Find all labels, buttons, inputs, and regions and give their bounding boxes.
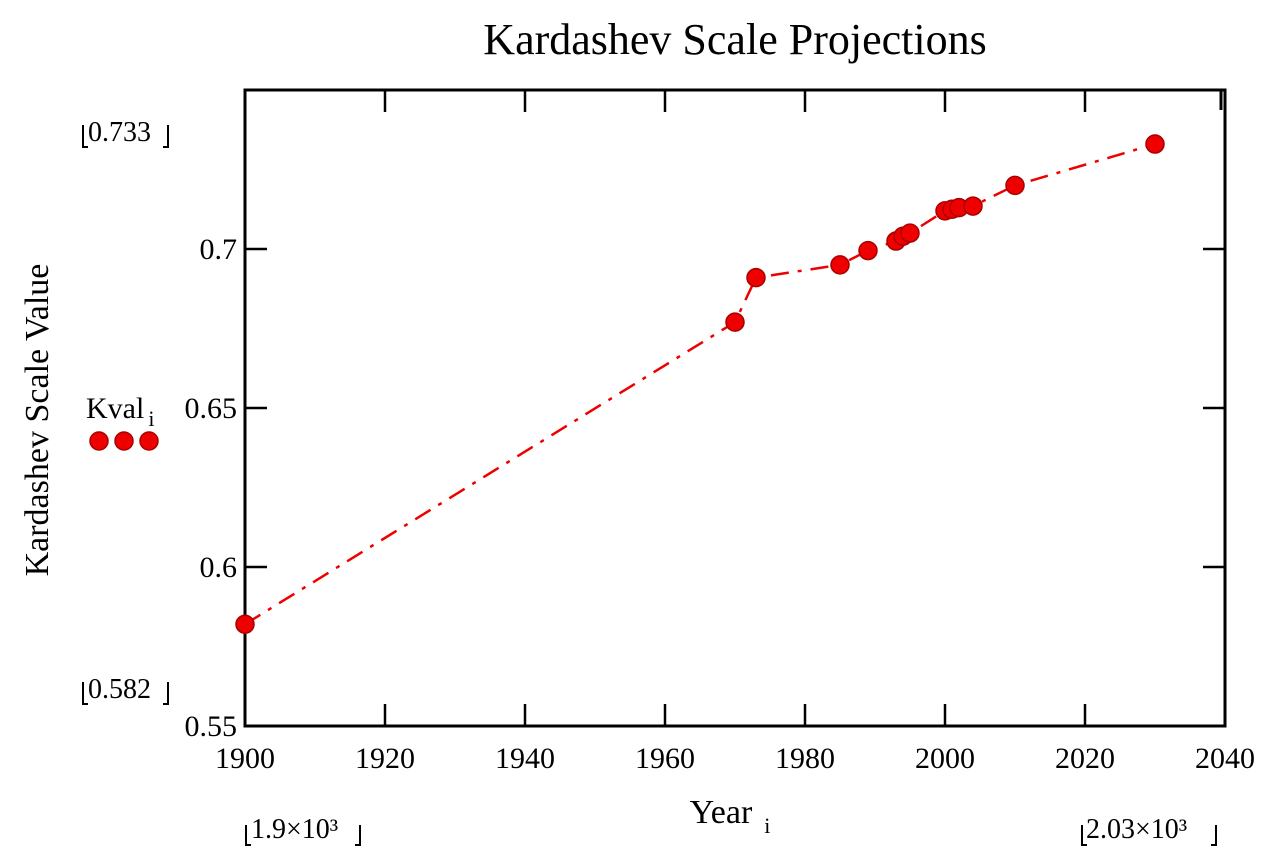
y-max-readout-text: 0.733 xyxy=(88,117,151,148)
legend-marker xyxy=(114,431,134,451)
legend: Kval i xyxy=(86,392,159,451)
data-point xyxy=(858,240,878,261)
legend-label: Kval i xyxy=(86,392,154,431)
x-tick-label: 2000 xyxy=(915,742,975,775)
x-tick-label: 1920 xyxy=(355,742,415,775)
x-ticks: 1900 1920 1940 1960 1980 2000 2020 2040 xyxy=(215,90,1255,775)
data-point xyxy=(900,223,920,243)
x-tick-label: 1980 xyxy=(775,742,835,775)
series-kval xyxy=(235,134,1165,634)
x-tick-label: 1900 xyxy=(215,742,275,775)
data-point xyxy=(830,255,850,275)
y-axis-label: Kardashev Scale Value xyxy=(19,264,56,577)
data-point xyxy=(1005,175,1025,196)
x-max-readout: 2.03×10³ xyxy=(1081,814,1217,846)
x-max-readout-text: 2.03×10³ xyxy=(1086,814,1187,845)
legend-marker xyxy=(89,431,109,451)
y-tick-label: 0.7 xyxy=(200,233,238,266)
x-tick-label: 2040 xyxy=(1195,742,1255,775)
plot-frame xyxy=(243,88,1227,728)
data-point xyxy=(963,196,983,216)
y-min-readout-text: 0.582 xyxy=(88,674,151,705)
legend-marker xyxy=(139,431,159,451)
y-tick-label: 0.55 xyxy=(185,710,238,743)
x-axis-label: Year i xyxy=(690,794,771,838)
x-tick-label: 1940 xyxy=(495,742,555,775)
y-min-readout: 0.582 xyxy=(82,674,169,705)
x-min-readout-text: 1.9×10³ xyxy=(251,814,338,845)
legend-name-sub: i xyxy=(148,406,154,431)
y-tick-label: 0.6 xyxy=(200,551,238,584)
series-line xyxy=(244,142,1156,626)
legend-name: Kval xyxy=(86,392,144,425)
data-point xyxy=(725,312,745,332)
x-tick-label: 2020 xyxy=(1055,742,1115,775)
data-point xyxy=(746,267,766,288)
x-min-readout: 1.9×10³ xyxy=(245,814,361,846)
data-point xyxy=(235,614,255,634)
chart-title: Kardashev Scale Projections xyxy=(483,15,986,64)
data-point xyxy=(1145,134,1165,154)
y-max-readout: 0.733 xyxy=(82,117,169,148)
y-ticks: 0.55 0.6 0.65 0.7 xyxy=(185,233,1225,743)
x-tick-label: 1960 xyxy=(635,742,695,775)
x-axis-label-sub: i xyxy=(764,813,770,838)
y-tick-label: 0.65 xyxy=(185,392,238,425)
x-axis-label-main: Year xyxy=(690,794,753,831)
